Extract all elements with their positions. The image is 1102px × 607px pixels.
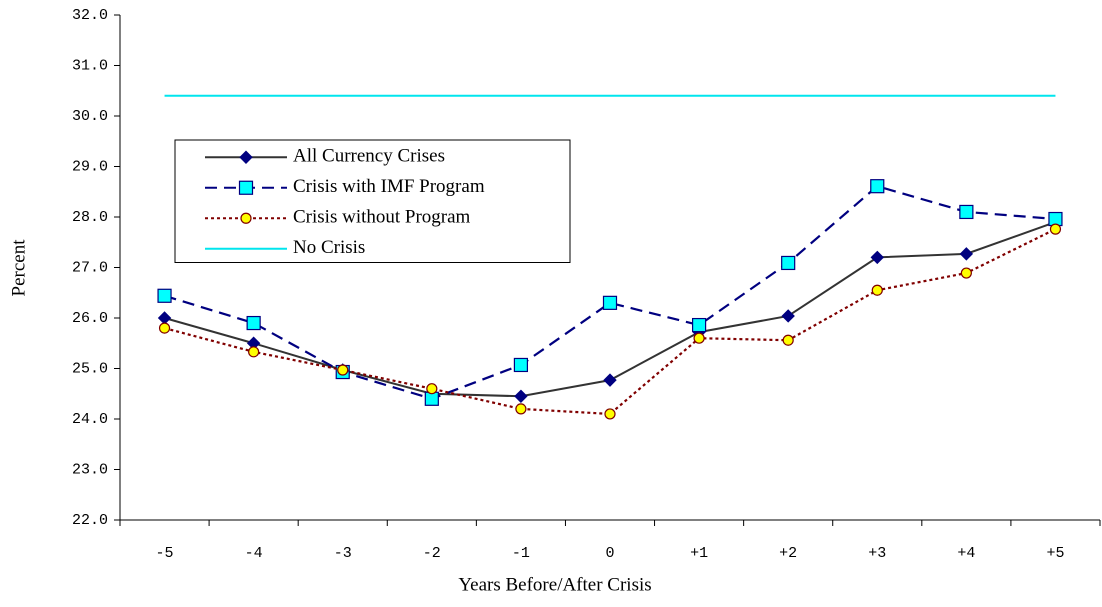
marker: [870, 250, 884, 265]
series-line: [164, 184, 1056, 400]
marker: [157, 311, 172, 325]
legend: All Currency Crises Crisis with IMF Progr…: [174, 139, 571, 263]
y-tick-label: 27.0: [72, 259, 108, 276]
x-tick-label: -5: [156, 545, 174, 562]
y-tick-label: 30.0: [72, 108, 108, 125]
marker: [337, 364, 349, 376]
y-tick-label: 22.0: [72, 512, 108, 529]
x-tick-label: +1: [690, 545, 708, 562]
y-tick-label: 26.0: [72, 310, 108, 327]
marker: [781, 255, 796, 271]
marker: [959, 204, 974, 220]
legend-label: Crisis without Program: [293, 207, 471, 228]
x-tick-label: -3: [334, 545, 352, 562]
marker: [246, 315, 261, 331]
y-tick-label: 29.0: [72, 158, 108, 175]
marker: [248, 346, 260, 358]
marker: [514, 389, 528, 403]
y-tick-label: 32.0: [72, 7, 108, 24]
legend-label: All Currency Crises: [293, 146, 445, 167]
x-tick-label: -4: [245, 545, 263, 562]
marker: [157, 288, 172, 303]
marker: [871, 284, 883, 296]
legend-box: [174, 139, 571, 263]
x-tick-label: +4: [957, 545, 975, 562]
x-axis-label: Years Before/After Crisis: [458, 574, 651, 595]
marker: [158, 322, 171, 334]
series-line: [164, 228, 1056, 416]
marker: [515, 403, 527, 415]
legend-marker: [240, 212, 252, 224]
y-tick-label: 25.0: [72, 360, 108, 377]
marker: [782, 334, 794, 346]
marker: [870, 179, 885, 194]
x-tick-label: -1: [512, 545, 530, 562]
y-tick-label: 31.0: [72, 57, 108, 74]
legend-label: Crisis with IMF Program: [293, 176, 485, 197]
legend-marker: [238, 180, 254, 195]
legend-marker: [239, 150, 253, 164]
x-tick-label: -2: [423, 545, 441, 562]
marker: [1049, 223, 1062, 235]
marker: [691, 317, 707, 333]
marker: [693, 332, 705, 344]
marker: [513, 357, 529, 373]
marker: [603, 373, 617, 387]
y-tick-label: 28.0: [72, 209, 108, 226]
marker: [602, 295, 618, 310]
marker: [604, 408, 616, 420]
legend-label: No Crisis: [293, 237, 365, 258]
x-tick-label: +3: [868, 545, 886, 562]
y-tick-label: 24.0: [72, 411, 108, 428]
marker: [781, 309, 795, 323]
marker: [960, 267, 972, 279]
y-axis-label: Percent: [8, 239, 29, 297]
x-tick-label: +5: [1046, 545, 1064, 562]
x-tick-label: +2: [779, 545, 797, 562]
marker: [426, 383, 438, 395]
marker: [959, 247, 974, 261]
y-tick-label: 23.0: [72, 461, 108, 478]
x-tick-label: 0: [605, 545, 614, 562]
